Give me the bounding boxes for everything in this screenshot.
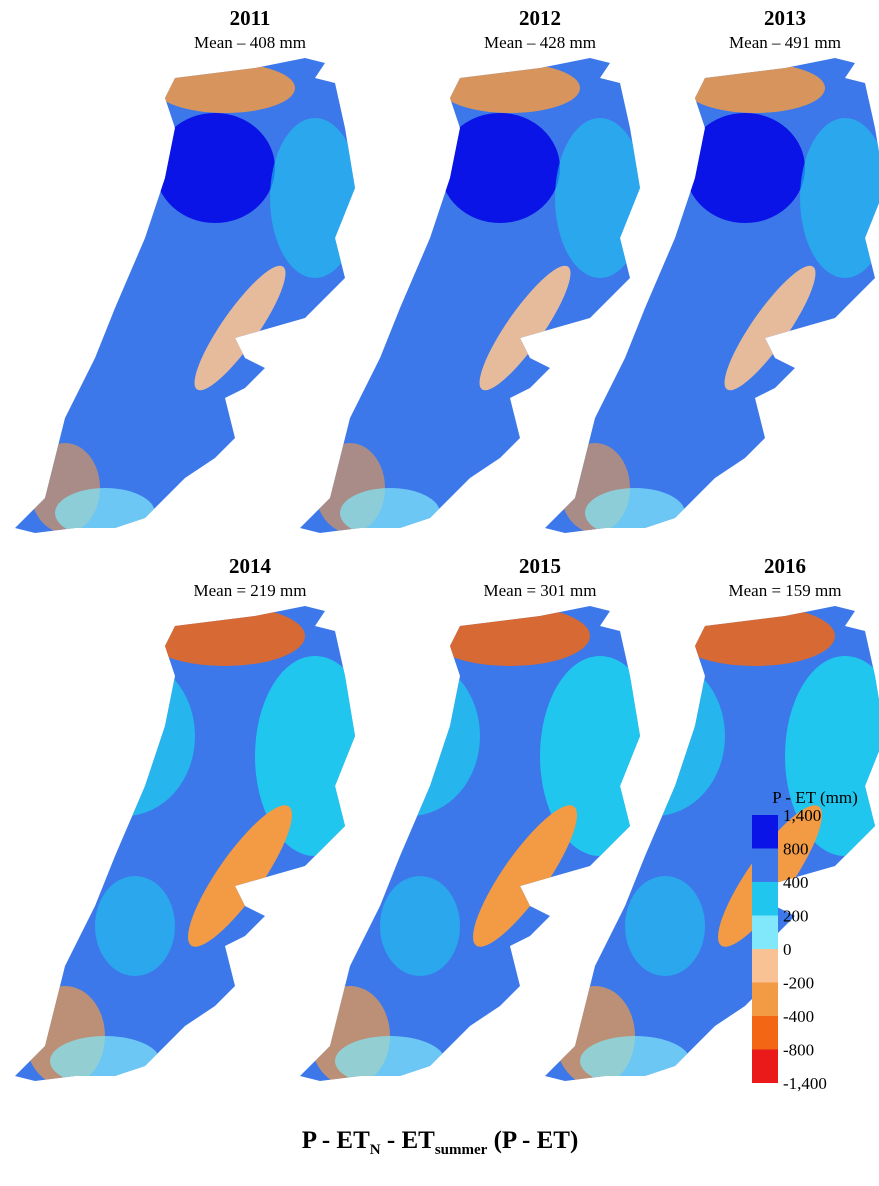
panel-year: 2015 bbox=[519, 554, 561, 578]
panel-mean: Mean = 159 mm bbox=[729, 581, 842, 600]
map bbox=[15, 606, 375, 1096]
legend-swatch bbox=[752, 916, 778, 950]
panel-mean: Mean = 219 mm bbox=[194, 581, 307, 600]
legend-label: 1,400 bbox=[783, 806, 821, 825]
map-panel: 2014 Mean = 219 mm bbox=[15, 554, 375, 1096]
panel-mean: Mean – 428 mm bbox=[484, 33, 596, 52]
caption-part: (P - ET) bbox=[487, 1127, 578, 1154]
figure-caption: P - ETN - ETsummer (P - ET) bbox=[302, 1127, 579, 1158]
caption-sub: N bbox=[370, 1142, 381, 1158]
legend-label: 800 bbox=[783, 840, 809, 859]
legend-swatch bbox=[752, 949, 778, 983]
legend-swatch bbox=[752, 983, 778, 1017]
legend-label: -200 bbox=[783, 974, 814, 993]
figure: 2011 Mean – 408 mm 2012 Mean – 428 mm 2013 Me… bbox=[0, 0, 879, 1186]
panel-year: 2011 bbox=[230, 6, 271, 30]
legend-label: -1,400 bbox=[783, 1074, 827, 1093]
legend-label: 400 bbox=[783, 873, 809, 892]
legend-swatch bbox=[752, 815, 778, 849]
panel-year: 2016 bbox=[764, 554, 806, 578]
map-panel: 2011 Mean – 408 mm bbox=[15, 6, 360, 548]
panels: 2011 Mean – 408 mm 2012 Mean – 428 mm 2013 Me… bbox=[15, 6, 879, 1096]
legend-label: 0 bbox=[783, 940, 792, 959]
legend-label: 200 bbox=[783, 907, 809, 926]
legend-swatch bbox=[752, 1016, 778, 1050]
legend-label: -800 bbox=[783, 1041, 814, 1060]
panel-year: 2013 bbox=[764, 6, 806, 30]
legend-swatch bbox=[752, 849, 778, 883]
legend-title: P - ET (mm) bbox=[772, 788, 857, 807]
map bbox=[15, 58, 360, 548]
page: {"panels": [ {"year": "2011", "mean": "M… bbox=[0, 0, 879, 1186]
panel-mean: Mean – 408 mm bbox=[194, 33, 306, 52]
caption-sub: summer bbox=[435, 1142, 488, 1158]
panel-mean: Mean = 301 mm bbox=[484, 581, 597, 600]
legend-swatch bbox=[752, 882, 778, 916]
caption-part: P - ET bbox=[302, 1127, 370, 1154]
legend-label: -400 bbox=[783, 1007, 814, 1026]
panel-mean: Mean – 491 mm bbox=[729, 33, 841, 52]
caption-part: - ET bbox=[381, 1127, 436, 1154]
legend-swatch bbox=[752, 1050, 778, 1084]
panel-year: 2012 bbox=[519, 6, 561, 30]
panel-year: 2014 bbox=[229, 554, 272, 578]
